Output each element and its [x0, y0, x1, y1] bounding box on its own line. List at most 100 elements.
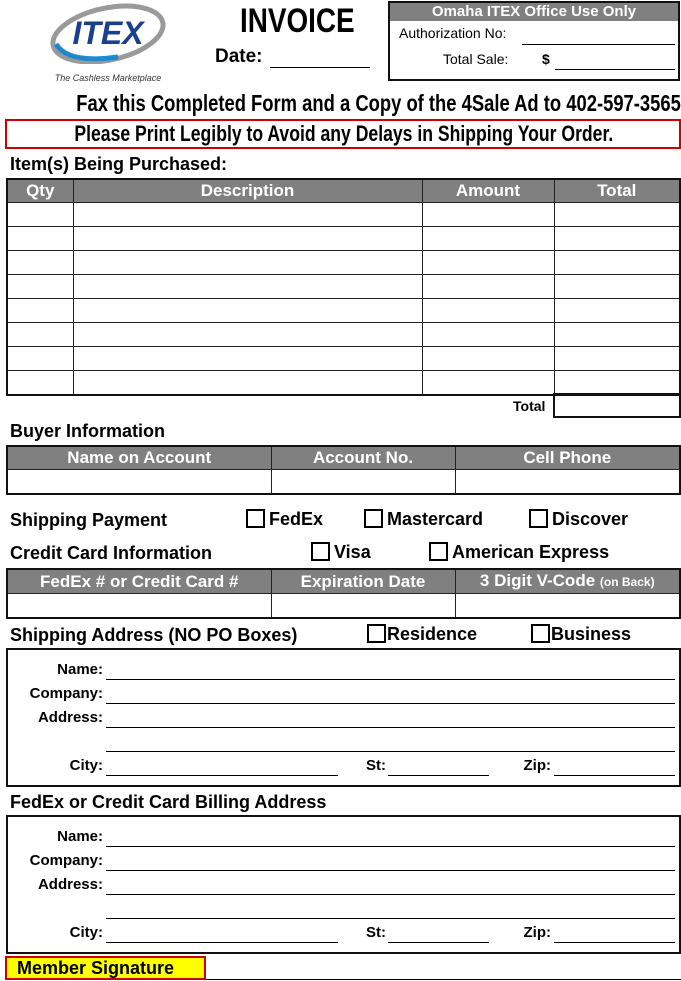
item-amount-field[interactable] [421, 274, 555, 299]
total-sale-field[interactable] [555, 69, 675, 70]
item-row [6, 226, 681, 251]
item-amount-field[interactable] [421, 370, 555, 395]
item-description-field[interactable] [72, 202, 423, 227]
ship-st-field[interactable] [388, 775, 489, 776]
ship-city-field[interactable] [106, 775, 338, 776]
cell-phone-field[interactable] [454, 469, 681, 494]
date-field[interactable] [270, 67, 370, 68]
item-qty-field[interactable] [6, 202, 74, 227]
item-description-field[interactable] [72, 298, 423, 323]
bill-zip-field[interactable] [554, 942, 675, 943]
col-vcode: 3 Digit V-Code (on Back) [454, 568, 681, 594]
item-amount-field[interactable] [421, 298, 555, 323]
item-description-field[interactable] [72, 226, 423, 251]
item-total-field[interactable] [553, 274, 681, 299]
billing-address-heading: FedEx or Credit Card Billing Address [10, 792, 327, 812]
credit-card-table: FedEx # or Credit Card # Expiration Date… [6, 568, 681, 619]
card-number-field[interactable] [6, 593, 272, 618]
discover-checkbox[interactable]: Discover [529, 509, 628, 530]
item-description-field[interactable] [72, 274, 423, 299]
ship-st-label: St: [366, 757, 386, 774]
office-use-header: Omaha ITEX Office Use Only [390, 3, 678, 21]
bill-city-field[interactable] [106, 942, 338, 943]
checkbox-icon [246, 509, 265, 528]
shipping-payment-label: Shipping Payment [10, 510, 168, 530]
authorization-label: Authorization No: [399, 25, 507, 41]
checkbox-icon [429, 542, 448, 561]
bill-address-label: Address: [37, 876, 103, 893]
item-qty-field[interactable] [6, 250, 74, 275]
item-amount-field[interactable] [421, 322, 555, 347]
item-total-field[interactable] [553, 226, 681, 251]
item-total-field[interactable] [553, 322, 681, 347]
item-description-field[interactable] [72, 250, 423, 275]
grand-total-field[interactable] [553, 393, 681, 418]
ship-address-label: Address: [37, 709, 103, 726]
items-table: Qty Description Amount Total [6, 178, 681, 396]
buyer-heading: Buyer Information [10, 421, 166, 441]
item-description-field[interactable] [72, 322, 423, 347]
bill-city-label: City: [69, 924, 103, 941]
item-qty-field[interactable] [6, 298, 74, 323]
item-qty-field[interactable] [6, 274, 74, 299]
fedex-checkbox[interactable]: FedEx [246, 509, 323, 530]
item-qty-field[interactable] [6, 226, 74, 251]
item-total-field[interactable] [553, 370, 681, 395]
item-description-field[interactable] [72, 370, 423, 395]
ship-company-label: Company: [29, 685, 103, 702]
expiration-field[interactable] [270, 593, 456, 618]
ship-company-field[interactable] [106, 703, 675, 704]
logo-swoosh-icon: ITEX [50, 3, 166, 65]
authorization-field[interactable] [522, 44, 675, 45]
bill-company-label: Company: [29, 852, 103, 869]
item-amount-field[interactable] [421, 346, 555, 371]
checkbox-icon [364, 509, 383, 528]
item-qty-field[interactable] [6, 322, 74, 347]
member-signature-field[interactable] [206, 979, 681, 980]
col-account-no: Account No. [270, 445, 456, 470]
item-total-field[interactable] [553, 346, 681, 371]
item-qty-field[interactable] [6, 346, 74, 371]
col-amount: Amount [421, 178, 555, 203]
mastercard-checkbox[interactable]: Mastercard [364, 509, 483, 530]
item-row [6, 274, 681, 299]
total-sale-label: Total Sale: [443, 51, 509, 67]
item-row [6, 202, 681, 227]
item-row [6, 322, 681, 347]
bill-address-field[interactable] [106, 894, 675, 895]
residence-checkbox[interactable]: Residence [367, 624, 477, 645]
account-no-field[interactable] [270, 469, 456, 494]
vcode-field[interactable] [454, 593, 681, 618]
item-total-field[interactable] [553, 202, 681, 227]
checkbox-icon [367, 624, 386, 643]
business-checkbox[interactable]: Business [531, 624, 631, 645]
ship-name-field[interactable] [106, 679, 675, 680]
ship-address-field[interactable] [106, 727, 675, 728]
ship-zip-field[interactable] [554, 775, 675, 776]
visa-checkbox[interactable]: Visa [311, 542, 371, 563]
item-amount-field[interactable] [421, 226, 555, 251]
bill-st-field[interactable] [388, 942, 489, 943]
buyer-table: Name on Account Account No. Cell Phone [6, 445, 681, 495]
bill-st-label: St: [366, 924, 386, 941]
bill-name-field[interactable] [106, 846, 675, 847]
col-cell-phone: Cell Phone [454, 445, 681, 470]
grand-total-label: Total [513, 398, 546, 414]
item-row [6, 250, 681, 275]
col-qty: Qty [6, 178, 74, 203]
item-amount-field[interactable] [421, 202, 555, 227]
name-on-account-field[interactable] [6, 469, 272, 494]
item-total-field[interactable] [553, 250, 681, 275]
ship-address-line2-field[interactable] [106, 751, 675, 752]
item-amount-field[interactable] [421, 250, 555, 275]
currency-symbol: $ [542, 51, 550, 67]
bill-company-field[interactable] [106, 870, 675, 871]
checkbox-icon [531, 624, 550, 643]
item-description-field[interactable] [72, 346, 423, 371]
bill-address-line2-field[interactable] [106, 918, 675, 919]
item-qty-field[interactable] [6, 370, 74, 395]
amex-checkbox[interactable]: American Express [429, 542, 609, 563]
itex-logo: ITEX The Cashless Marketplace [48, 2, 168, 83]
item-total-field[interactable] [553, 298, 681, 323]
bill-name-label: Name: [57, 828, 103, 845]
